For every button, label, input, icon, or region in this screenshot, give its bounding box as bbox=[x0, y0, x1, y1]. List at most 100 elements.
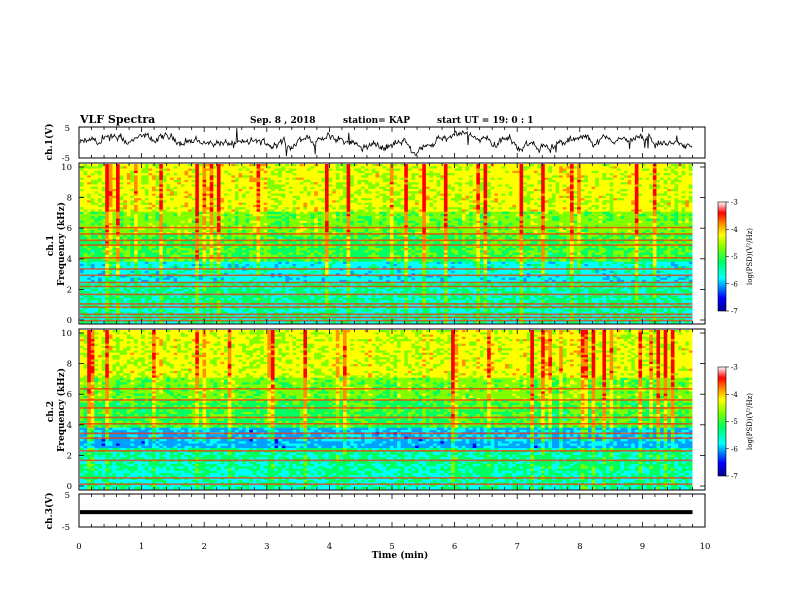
spec-cell bbox=[383, 214, 387, 217]
spec-cell bbox=[527, 166, 531, 169]
spec-cell bbox=[520, 198, 524, 201]
spec-cell bbox=[343, 189, 347, 192]
spec-cell bbox=[484, 216, 488, 219]
spec-cell bbox=[249, 216, 253, 219]
spec-cell bbox=[617, 194, 621, 197]
spec-cell bbox=[599, 216, 603, 219]
spec-cell bbox=[152, 203, 156, 206]
spec-cell bbox=[275, 200, 279, 203]
spec-cell bbox=[404, 221, 408, 224]
spec-cell bbox=[527, 178, 531, 181]
spec-cell bbox=[404, 173, 408, 176]
spec-cell bbox=[170, 169, 174, 172]
spec-cell bbox=[588, 203, 592, 206]
spec-cell bbox=[491, 203, 495, 206]
spec-cell bbox=[134, 209, 138, 212]
spec-cell bbox=[386, 169, 390, 172]
spec-cell bbox=[177, 191, 181, 194]
spec-cell bbox=[325, 223, 329, 226]
spec-cell bbox=[365, 219, 369, 222]
spec-cell bbox=[653, 175, 657, 178]
spec-cell bbox=[170, 209, 174, 212]
spec-cell bbox=[484, 219, 488, 222]
spec-cell bbox=[123, 194, 127, 197]
spec-cell bbox=[174, 194, 178, 197]
spec-cell bbox=[401, 212, 405, 215]
spec-cell bbox=[264, 173, 268, 176]
spec-cell bbox=[123, 198, 127, 201]
spec-cell bbox=[267, 164, 271, 167]
spec-cell bbox=[260, 200, 264, 203]
spec-cell bbox=[498, 203, 502, 206]
spec-cell bbox=[228, 196, 232, 199]
spec-cell bbox=[642, 212, 646, 215]
spec-cell bbox=[541, 169, 545, 172]
spec-cell bbox=[325, 194, 329, 197]
spec-cell bbox=[91, 187, 95, 190]
spec-cell bbox=[620, 171, 624, 174]
spec-cell bbox=[548, 171, 552, 174]
spec-cell bbox=[84, 207, 88, 210]
spec-cell bbox=[440, 187, 444, 190]
spec-cell bbox=[411, 194, 415, 197]
spec-cell bbox=[595, 171, 599, 174]
spec-cell bbox=[509, 198, 513, 201]
spec-cell bbox=[397, 180, 401, 183]
spec-cell bbox=[289, 200, 293, 203]
spec-cell bbox=[653, 205, 657, 208]
spec-cell bbox=[494, 196, 498, 199]
spec-cell bbox=[264, 200, 268, 203]
spec-cell bbox=[527, 175, 531, 178]
spec-cell bbox=[538, 164, 542, 167]
spec-cell bbox=[505, 189, 509, 192]
spec-cell bbox=[404, 209, 408, 212]
spec-cell bbox=[130, 207, 134, 210]
spec-cell bbox=[599, 166, 603, 169]
spec-cell bbox=[602, 180, 606, 183]
spec-cell bbox=[620, 214, 624, 217]
spec-cell bbox=[368, 196, 372, 199]
spec-cell bbox=[314, 182, 318, 185]
spec-cell bbox=[512, 180, 516, 183]
spec-cell bbox=[206, 221, 210, 224]
spec-cell bbox=[112, 171, 116, 174]
spec-cell bbox=[653, 200, 657, 203]
spec-cell bbox=[195, 209, 199, 212]
spec-cell bbox=[159, 178, 163, 181]
spec-cell bbox=[530, 169, 534, 172]
spec-cell bbox=[512, 209, 516, 212]
spec-cell bbox=[278, 184, 282, 187]
spec-cell bbox=[314, 198, 318, 201]
spec-cell bbox=[267, 200, 271, 203]
spec-cell bbox=[134, 184, 138, 187]
spec-cell bbox=[102, 187, 106, 190]
spec-cell bbox=[325, 205, 329, 208]
spec-cell bbox=[296, 191, 300, 194]
spec-cell bbox=[87, 219, 91, 222]
spec-cell bbox=[509, 189, 513, 192]
spec-cell bbox=[628, 189, 632, 192]
spec-cell bbox=[293, 221, 297, 224]
spec-cell bbox=[592, 196, 596, 199]
spec-cell bbox=[584, 189, 588, 192]
spec-cell bbox=[318, 182, 322, 185]
spec-cell bbox=[217, 166, 221, 169]
spec-cell bbox=[242, 216, 246, 219]
spec-cell bbox=[484, 171, 488, 174]
spec-cell bbox=[523, 203, 527, 206]
spec-cell bbox=[372, 219, 376, 222]
spec-cell bbox=[267, 203, 271, 206]
spec-cell bbox=[267, 178, 271, 181]
spec-cell bbox=[642, 175, 646, 178]
spec-cell bbox=[116, 169, 120, 172]
spec-cell bbox=[390, 212, 394, 215]
spec-cell bbox=[249, 182, 253, 185]
spec-cell bbox=[80, 221, 84, 224]
spec-cell bbox=[321, 184, 325, 187]
spec-cell bbox=[127, 219, 131, 222]
spec-cell bbox=[559, 175, 563, 178]
spec-cell bbox=[635, 187, 639, 190]
spec-cell bbox=[148, 221, 152, 224]
spec-cell bbox=[411, 214, 415, 217]
spec-cell bbox=[588, 191, 592, 194]
